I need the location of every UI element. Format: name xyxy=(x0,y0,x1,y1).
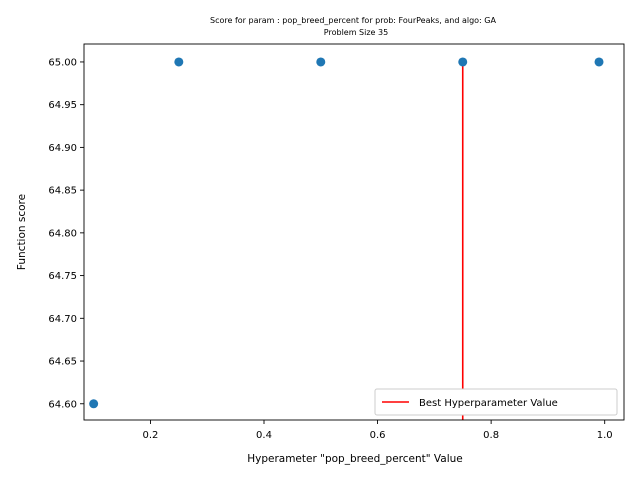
chart-title: Score for param : pop_breed_percent for … xyxy=(210,16,496,25)
y-tick-label-2: 64.70 xyxy=(48,314,77,325)
y-tick-label-6: 64.90 xyxy=(48,143,77,154)
data-point-3 xyxy=(458,57,468,67)
legend-box xyxy=(374,388,618,416)
x-tick-label-2: 0.6 xyxy=(370,430,386,441)
y-tick-label-5: 64.85 xyxy=(48,186,77,197)
legend: Best Hyperparameter Value xyxy=(374,388,618,416)
y-tick-label-7: 64.95 xyxy=(48,100,77,111)
y-tick-label-4: 64.80 xyxy=(48,228,77,239)
x-axis-label: Hyperameter "pop_breed_percent" Value xyxy=(247,453,463,465)
x-tick-label-0: 0.2 xyxy=(142,430,158,441)
y-tick-label-0: 64.60 xyxy=(48,399,77,410)
plot-area: 0.2 0.4 0.6 0.8 1.0 64.60 64.65 64.70 64.75 64.80… xyxy=(48,43,625,441)
data-point-2 xyxy=(316,57,326,67)
x-tick-label-4: 1.0 xyxy=(597,430,613,441)
y-axis-label: Function score xyxy=(16,194,28,270)
data-point-1 xyxy=(174,57,184,67)
axes-frame xyxy=(83,43,625,421)
y-tick-label-8: 65.00 xyxy=(48,57,77,68)
y-tick-label-1: 64.65 xyxy=(48,357,77,368)
x-tick-label-3: 0.8 xyxy=(483,430,499,441)
data-point-4 xyxy=(594,57,604,67)
data-point-0 xyxy=(89,399,99,409)
y-tick-label-3: 64.75 xyxy=(48,271,77,282)
legend-label-best: Best Hyperparameter Value xyxy=(419,398,558,409)
chart-subtitle: Problem Size 35 xyxy=(324,28,388,37)
x-tick-label-1: 0.4 xyxy=(256,430,272,441)
